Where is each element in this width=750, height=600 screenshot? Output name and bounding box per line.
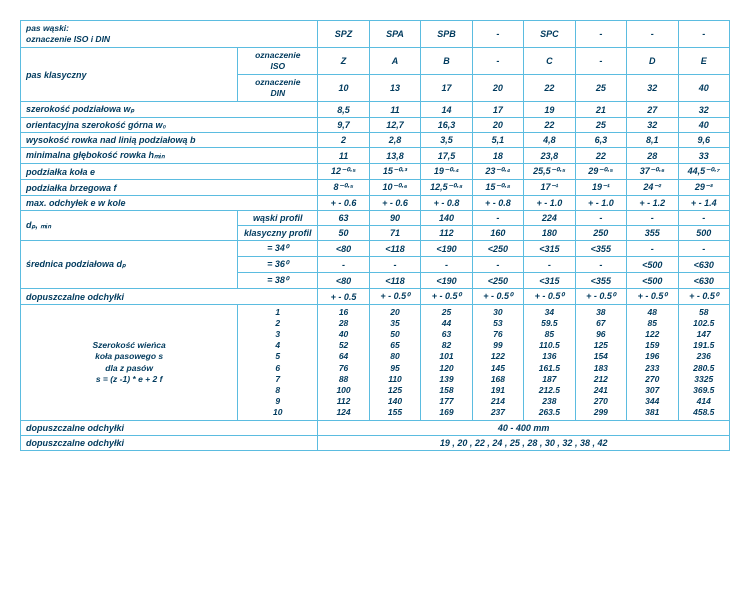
label: pas wąski: oznaczenie ISO i DIN [21,21,318,48]
row-w0: orientacyjna szerokość górna w₀9,712,716… [21,118,730,133]
row-dp-34: średnica podziałowa dₚ = 34⁰ <80<118<190… [21,241,730,257]
row-tol-3: dopuszczalne odchyłki19 , 20 , 22 , 24 ,… [21,435,730,450]
row-dpmin-1: dₚ, ₘᵢₙ wąski profil 6390140-224--- [21,211,730,226]
idx-col: 1 2 3 4 5 6 7 8 9 10 [238,305,318,420]
row-max-e: max. odchyłek e w kole+ - 0.6+ - 0.6+ - … [21,196,730,211]
row-classic-iso: pas klasyczny oznaczenie ISO Z A B - C -… [21,48,730,75]
belt-spec-table: pas wąski: oznaczenie ISO i DIN SPZ SPA … [20,20,730,451]
row-wp: szerokość podziałowa wₚ8,511141719212732 [21,102,730,118]
row-f: podziałka brzegowa f8⁻⁰·⁵10⁻⁰·⁶12,5⁻⁰·⁸1… [21,180,730,196]
row-tol-1: dopuszczalne odchyłki+ - 0.5+ - 0.5⁰+ - … [21,289,730,305]
row-tol-2: dopuszczalne odchyłki40 - 400 mm [21,420,730,435]
row-b: wysokość rowka nad linią podziałową b22,… [21,133,730,148]
row-hmin: minimalna głębokość rowka hₘᵢₙ1113,817,5… [21,148,730,164]
row-e: podziałka koła e12⁻⁰·⁵15⁻⁰·³19⁻⁰·⁴23⁻⁰·⁴… [21,164,730,180]
row-narrow-belt: pas wąski: oznaczenie ISO i DIN SPZ SPA … [21,21,730,48]
row-rim-width: Szerokość wieńca koła pasowego s dla z p… [21,305,730,420]
